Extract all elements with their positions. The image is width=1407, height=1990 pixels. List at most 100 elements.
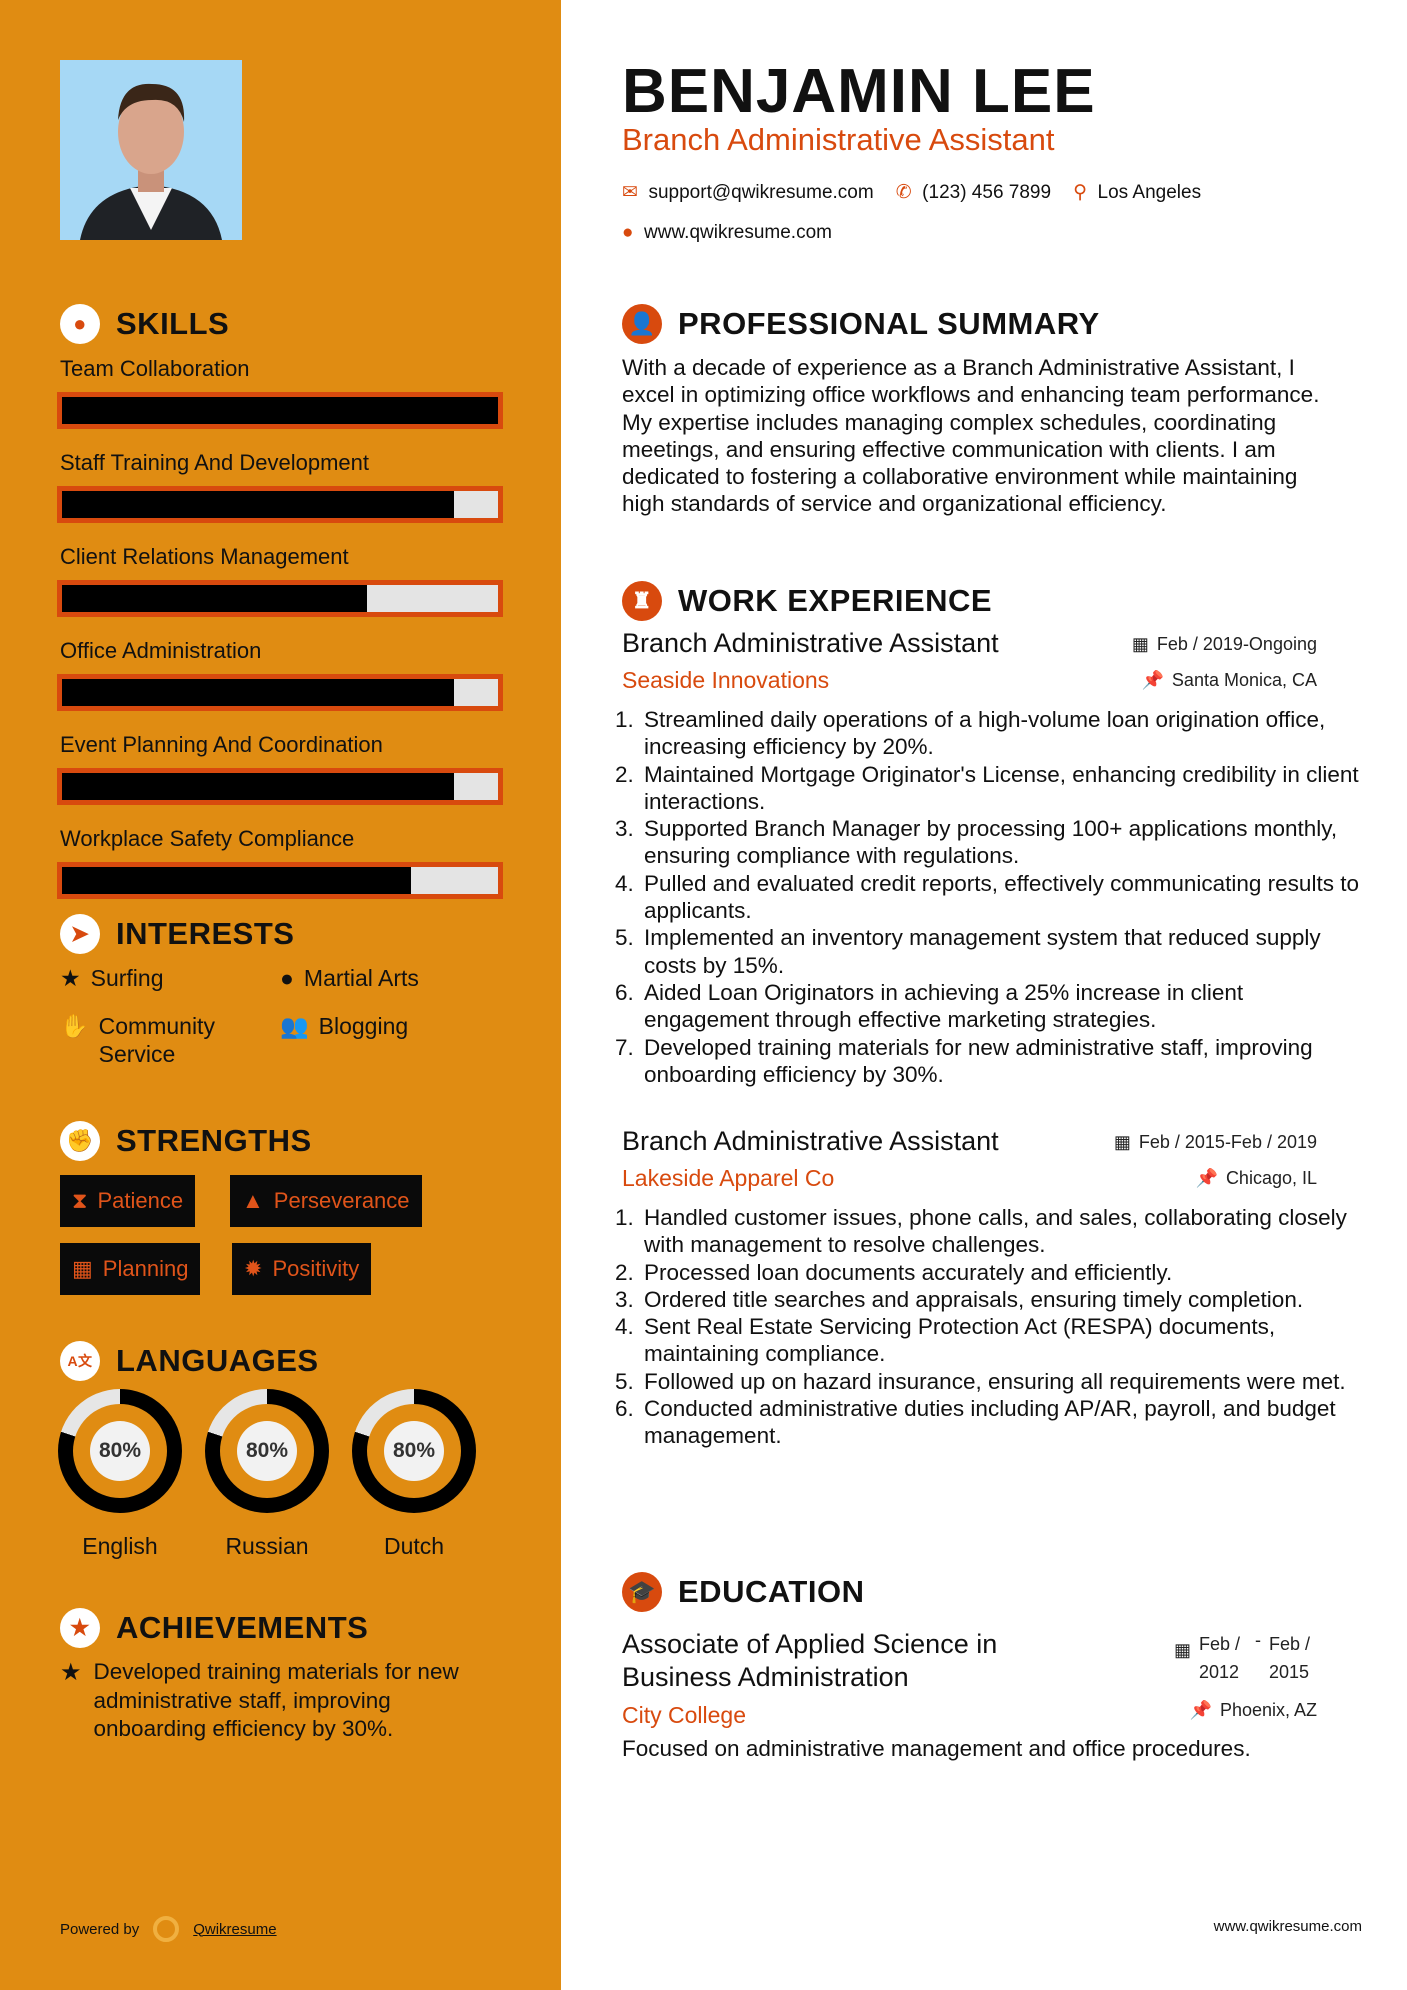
qwikresume-link[interactable]: Qwikresume [193, 1920, 277, 1938]
job-entry: Branch Administrative Assistant ▦ Feb / 2… [622, 1126, 1362, 1526]
interest-item: ✋ Community Service [60, 1013, 215, 1067]
phone-icon: ✆ [895, 182, 912, 203]
skill-bar [57, 486, 503, 523]
strength-chip: ✹ Positivity [232, 1243, 372, 1295]
job-dates: Feb / 2019-Ongoing [1156, 634, 1317, 654]
skill-label: Client Relations Management [60, 544, 349, 569]
job-bullet: Streamlined daily operations of a high-v… [640, 706, 1360, 761]
job-bullet: Developed training materials for new adm… [640, 1034, 1360, 1089]
skill-label: Team Collaboration [60, 356, 250, 381]
qwikresume-logo-icon [153, 1916, 180, 1942]
job-bullets: Handled customer issues, phone calls, an… [620, 1204, 1360, 1450]
graduate-icon: 🎓 [622, 1572, 662, 1612]
education-section: 🎓 EDUCATION Associate of Applied Science … [622, 1572, 1362, 1772]
candidate-name: BENJAMIN LEE [622, 57, 1096, 126]
email-link[interactable]: support@qwikresume.com [648, 182, 874, 203]
fist-icon: ✊ [60, 1121, 100, 1161]
job-bullet: Pulled and evaluated credit reports, eff… [640, 870, 1360, 925]
school: City College [622, 1702, 746, 1728]
language-progress-ring: 80% [352, 1389, 476, 1513]
skill-item: Event Planning And Coordination [57, 732, 520, 805]
degree: Associate of Applied Science in Business… [622, 1629, 998, 1692]
language-name: Dutch [383, 1533, 445, 1559]
language-progress-ring: 80% [205, 1389, 329, 1513]
star-icon: ★ [60, 965, 81, 991]
footer-website: www.qwikresume.com [1213, 1918, 1362, 1935]
achievement-text: Developed training materials for new adm… [93, 1659, 459, 1741]
skill-bar-fill [62, 397, 498, 424]
skill-item: Team Collaboration [57, 356, 520, 429]
chair-icon: ♜ [622, 581, 662, 621]
skill-item: Workplace Safety Compliance [57, 826, 520, 899]
strength-chip: ⧗ Patience [60, 1175, 196, 1227]
skill-item: Office Administration [57, 638, 520, 711]
profile-photo [60, 60, 242, 240]
job-bullet: Maintained Mortgage Originator's License… [640, 761, 1360, 816]
skill-label: Staff Training And Development [60, 450, 370, 475]
job-bullet: Supported Branch Manager by processing 1… [640, 815, 1360, 870]
skill-bar-fill [62, 773, 455, 800]
summary-section: 👤 PROFESSIONAL SUMMARY With a decade of e… [622, 304, 1362, 518]
job-bullet: Implemented an inventory management syst… [640, 924, 1360, 979]
skill-bar [57, 392, 503, 429]
users-icon: 👥 [280, 1013, 309, 1039]
globe-icon: ● [280, 965, 294, 991]
languages-section: A文 LANGUAGES 80% English 80% Russian 80% Dutch [58, 1341, 520, 1571]
hand-icon: ✋ [60, 1013, 89, 1039]
job-position: Branch Administrative Assistant [622, 628, 999, 658]
summary-text: With a decade of experience as a Branch … [622, 355, 1320, 517]
skill-bar [57, 862, 503, 899]
skills-heading: ● SKILLS [60, 304, 520, 344]
job-bullets: Streamlined daily operations of a high-v… [620, 706, 1360, 1088]
interest-item: 👥 Blogging [280, 1013, 409, 1039]
strength-chip: ▲ Perseverance [230, 1175, 422, 1227]
star-badge-icon: ★ [60, 1608, 100, 1648]
pin-icon: 📌 [1195, 1168, 1218, 1188]
job-location: Santa Monica, CA [1171, 670, 1317, 690]
language-progress-ring: 80% [58, 1389, 182, 1513]
job-bullet: Followed up on hazard insurance, ensurin… [640, 1368, 1360, 1395]
location-icon: ⚲ [1073, 182, 1087, 203]
skill-bar [57, 674, 503, 711]
skill-item: Client Relations Management [57, 544, 520, 617]
skill-label: Event Planning And Coordination [60, 732, 383, 757]
skill-bar-fill [62, 585, 368, 612]
sun-icon: ✹ [244, 1256, 263, 1281]
pin-icon: 📌 [1141, 670, 1164, 690]
job-bullet: Processed loan documents accurately and … [640, 1259, 1360, 1286]
skill-bar [57, 580, 503, 617]
user-icon: 👤 [622, 304, 662, 344]
language-name: English [82, 1533, 158, 1559]
skill-item: Staff Training And Development [57, 450, 520, 523]
interest-item: ★ Surfing [60, 965, 164, 991]
language-item: 80% Russian [205, 1389, 329, 1560]
skill-bar-fill [62, 679, 455, 706]
work-heading: ♜ WORK EXPERIENCE [622, 581, 1362, 621]
road-icon: ▲ [242, 1188, 264, 1213]
strength-chip: ▦ Planning [60, 1243, 201, 1295]
job-bullet: Ordered title searches and appraisals, e… [640, 1286, 1360, 1313]
job-bullet: Sent Real Estate Servicing Protection Ac… [640, 1313, 1360, 1368]
job-position: Branch Administrative Assistant [622, 1126, 999, 1156]
skill-bar [57, 768, 503, 805]
paper-plane-icon: ➤ [60, 914, 100, 954]
strengths-section: ✊ STRENGTHS ⧗ Patience ▲ Perseverance ▦ Plan… [60, 1121, 520, 1301]
language-item: 80% English [58, 1389, 182, 1560]
skills-section: ● SKILLS Team Collaboration Staff Training… [57, 304, 520, 920]
job-bullet: Handled customer issues, phone calls, an… [640, 1204, 1360, 1259]
calendar-icon: ▦ [72, 1256, 93, 1281]
job-bullet: Conducted administrative duties includin… [640, 1395, 1360, 1450]
calendar-icon: ▦ [1173, 1640, 1191, 1660]
job-bullet: Aided Loan Originators in achieving a 25… [640, 979, 1360, 1034]
company: Seaside Innovations [622, 667, 830, 693]
skill-label: Workplace Safety Compliance [60, 826, 355, 851]
translate-icon: A文 [60, 1341, 100, 1381]
stars-icon: ★ [60, 1659, 82, 1686]
globe-icon: ● [622, 222, 634, 243]
contact-row: ✉ support@qwikresume.com ✆ (123) 456 789… [622, 182, 1202, 203]
achievements-section: ★ ACHIEVEMENTS ★ Developed training materi… [60, 1608, 500, 1744]
skill-bar-fill [62, 867, 411, 894]
website-link[interactable]: www.qwikresume.com [644, 222, 832, 243]
lightbulb-icon: ● [60, 304, 100, 344]
language-name: Russian [225, 1533, 309, 1559]
